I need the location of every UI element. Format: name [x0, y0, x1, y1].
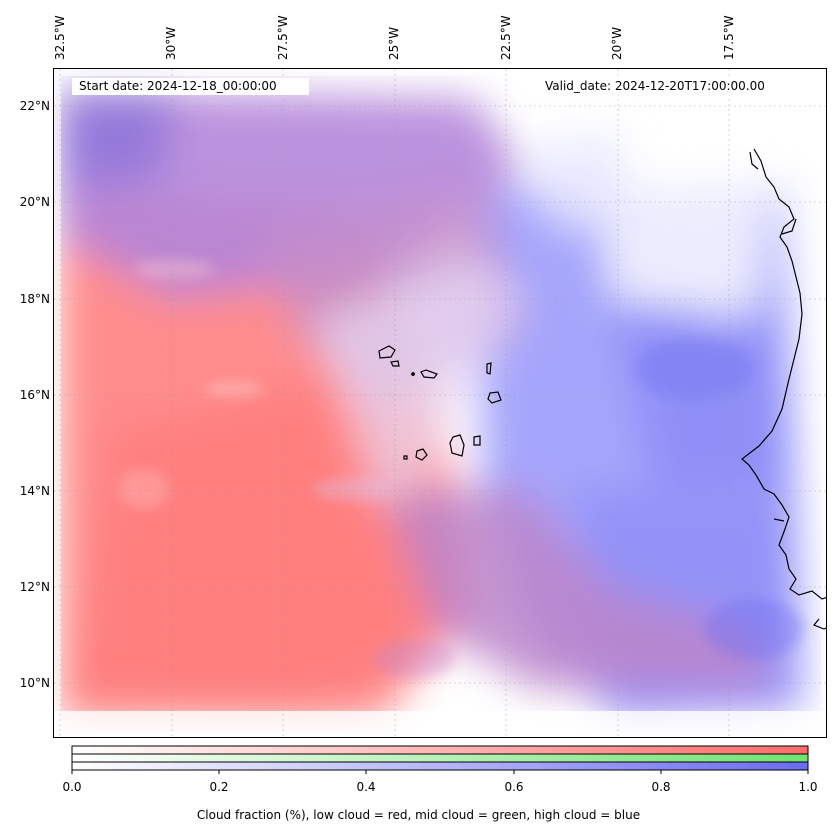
cape-verde-islands: [378, 345, 502, 461]
lon-label-30w: 30°W: [164, 26, 178, 60]
lon-label-22.5w: 22.5°W: [499, 15, 513, 60]
colorbar: [71, 745, 809, 774]
colorbar-label: Cloud fraction (%), low cloud = red, mid…: [196, 808, 641, 822]
colorbar-tick-0.2: 0.2: [209, 780, 229, 794]
colorbar-tick-0.8: 0.8: [651, 780, 671, 794]
lat-label-22n: 22°N: [19, 99, 50, 113]
lat-label-14n: 14°N: [19, 484, 50, 498]
lat-label-10n: 10°N: [19, 676, 50, 690]
start-date-label: Start date: 2024-12-18_00:00:00: [72, 78, 309, 95]
lon-label-20w: 20°W: [610, 26, 624, 60]
colorbar-tick-0.6: 0.6: [504, 780, 524, 794]
colorbar-ticks: [71, 770, 809, 774]
colorbar-high-cloud: [71, 761, 809, 771]
valid-date-label: Valid_date: 2024-12-20T17:00:00.00: [538, 78, 807, 95]
lon-label-32.5w: 32.5°W: [53, 15, 67, 60]
lat-label-16n: 16°N: [19, 388, 50, 402]
colorbar-tick-0: 0.0: [62, 780, 82, 794]
lat-label-20n: 20°N: [19, 195, 50, 209]
colorbar-tick-0.4: 0.4: [356, 780, 376, 794]
lat-label-12n: 12°N: [19, 580, 50, 594]
colorbar-low-cloud: [71, 745, 809, 755]
colorbar-mid-cloud: [71, 753, 809, 763]
map-canvas: [54, 69, 826, 737]
colorbar-tick-1.0: 1.0: [798, 780, 818, 794]
lat-label-18n: 18°N: [19, 292, 50, 306]
lon-label-27.5w: 27.5°W: [276, 15, 290, 60]
cloud-fraction-map: [53, 68, 827, 738]
lon-label-17.5w: 17.5°W: [722, 15, 736, 60]
lon-label-25w: 25°W: [387, 26, 401, 60]
graticule: [54, 69, 826, 737]
africa-coastline: [741, 148, 826, 630]
cloud-texture: [119, 259, 804, 679]
